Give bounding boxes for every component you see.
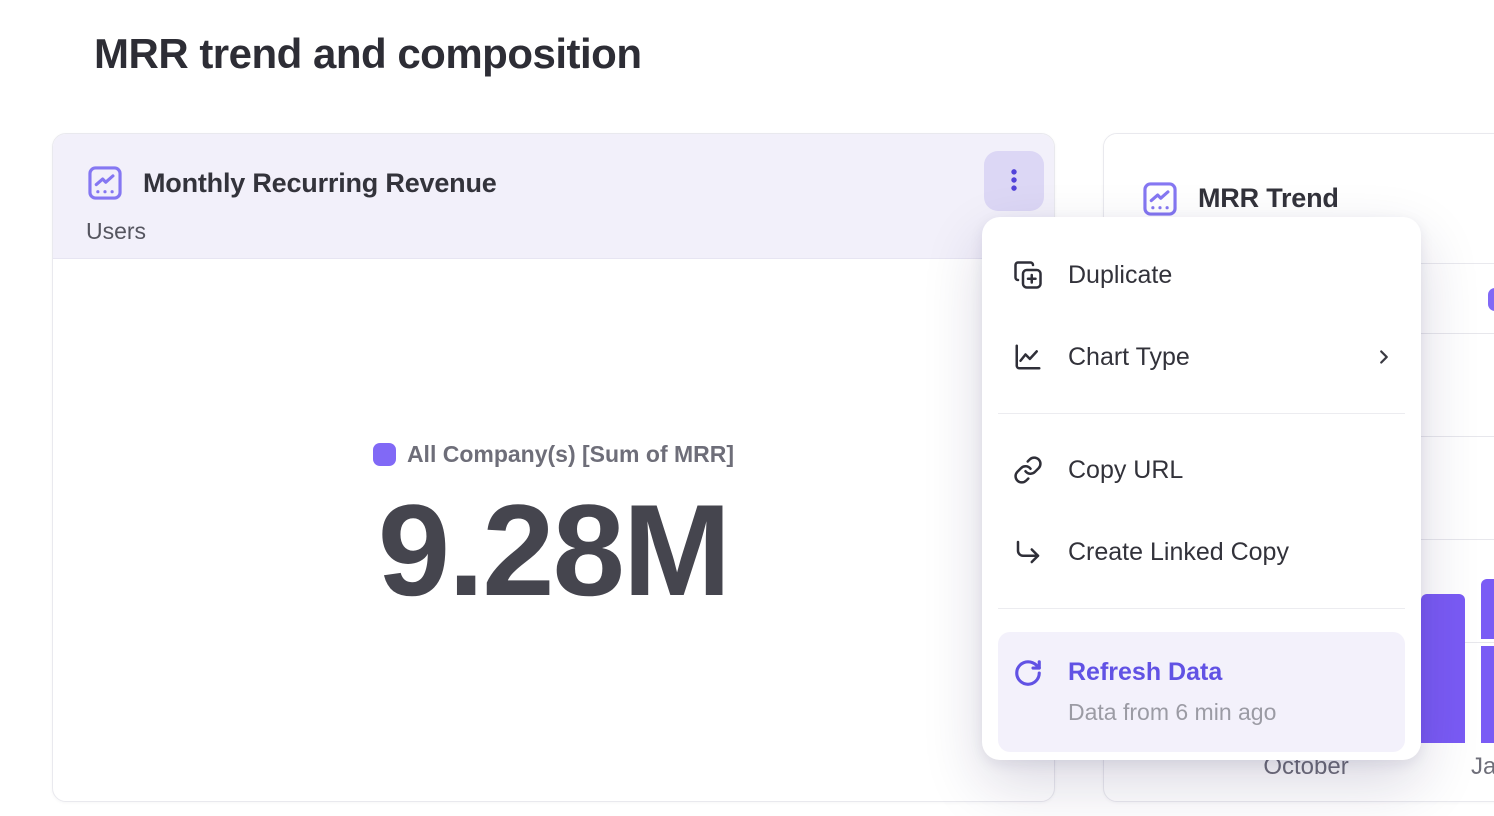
kpi-legend: All Company(s) [Sum of MRR]: [372, 441, 735, 468]
menu-item-chart-type[interactable]: Chart Type: [998, 324, 1405, 390]
menu-item-copy-url[interactable]: Copy URL: [998, 437, 1405, 503]
linked-copy-icon: [1013, 537, 1043, 567]
card-options-button[interactable]: [984, 151, 1044, 211]
menu-item-duplicate[interactable]: Duplicate: [998, 242, 1405, 308]
trend-card-title: MRR Trend: [1198, 183, 1339, 213]
duplicate-icon: [1013, 260, 1043, 290]
mrr-card-title: Monthly Recurring Revenue: [143, 167, 497, 198]
trend-legend-swatch: [1488, 288, 1494, 311]
bar-january-segment-bottom: [1481, 646, 1494, 743]
menu-item-label: Create Linked Copy: [1068, 537, 1289, 566]
chart-type-icon: [1013, 342, 1043, 372]
refresh-status-text: Data from 6 min ago: [1068, 699, 1277, 725]
bar-january-segment-top: [1481, 579, 1494, 639]
menu-item-create-linked-copy[interactable]: Create Linked Copy: [998, 519, 1405, 585]
chart-widget-icon: [86, 164, 124, 202]
mrr-kpi-card: Monthly Recurring Revenue Users All Comp…: [52, 133, 1055, 802]
menu-item-label: Refresh Data: [1068, 658, 1223, 686]
chevron-right-icon: [1373, 346, 1395, 368]
menu-divider: [998, 608, 1405, 609]
kebab-icon: [1001, 167, 1027, 196]
menu-item-label: Copy URL: [1068, 455, 1184, 484]
mrr-card-body: All Company(s) [Sum of MRR] 9.28M: [53, 259, 1054, 801]
chart-widget-icon: [1141, 180, 1179, 218]
menu-item-refresh-data[interactable]: Refresh Data Data from 6 min ago: [998, 632, 1405, 752]
link-icon: [1013, 455, 1043, 485]
refresh-icon: [1013, 658, 1043, 688]
menu-item-label: Chart Type: [1068, 342, 1190, 371]
card-options-menu: Duplicate Chart Type Copy URL Create Lin…: [982, 217, 1421, 760]
menu-item-label: Duplicate: [1068, 260, 1173, 289]
x-axis-label-january: Ja: [1471, 753, 1494, 780]
legend-swatch: [372, 443, 396, 467]
page-title: MRR trend and composition: [94, 30, 642, 77]
kpi-value: 9.28M: [377, 477, 731, 624]
menu-divider: [998, 413, 1405, 414]
mrr-card-header: Monthly Recurring Revenue Users: [53, 134, 1054, 259]
mrr-card-subtitle: Users: [86, 218, 147, 244]
legend-label: All Company(s) [Sum of MRR]: [406, 441, 735, 468]
bar-december: [1421, 594, 1465, 743]
